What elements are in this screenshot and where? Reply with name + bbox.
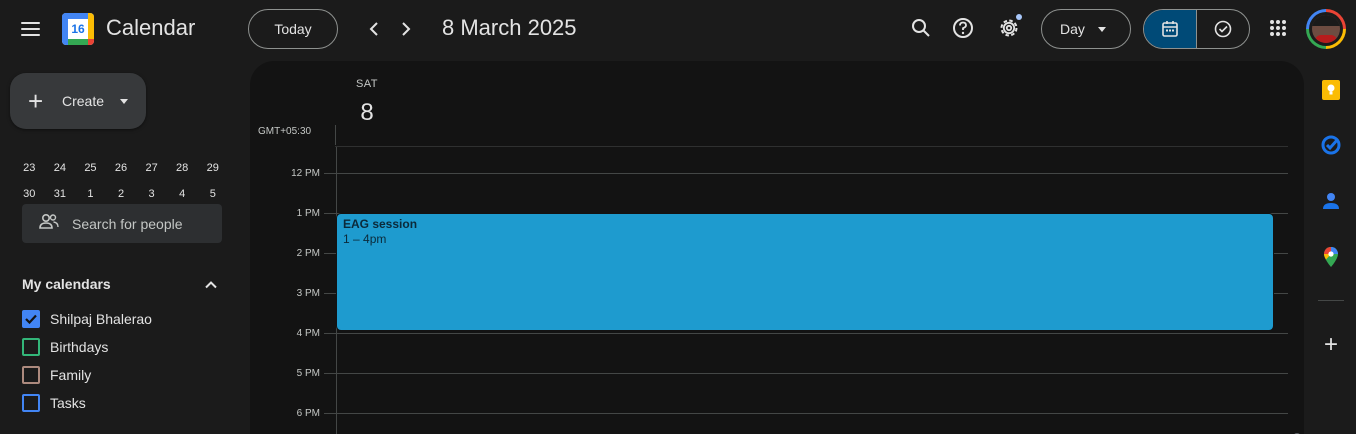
calendar-item[interactable]: Shilpaj Bhalerao [22,309,222,329]
calendar-tasks-toggle [1143,9,1250,49]
calendar-checkbox[interactable] [22,338,40,356]
mini-calendar-day[interactable]: 16 [14,138,45,145]
mini-calendar-day[interactable]: 22 [197,138,228,145]
chevron-up-icon[interactable] [204,278,218,292]
view-mode-label: Day [1060,21,1085,37]
add-icon[interactable]: + [1323,331,1338,358]
view-mode-dropdown[interactable]: Day [1041,9,1131,49]
tasks-icon[interactable] [1319,133,1343,157]
mini-calendar-day[interactable]: 2 [117,188,125,200]
logo-day-number: 16 [71,22,85,36]
app-title[interactable]: Calendar [106,15,196,40]
mini-calendar-day[interactable]: 1 [87,188,94,200]
hour-line [324,373,1288,374]
mini-calendar-day[interactable]: 3 [148,188,155,200]
caret-down-icon [120,99,128,104]
calendar-checkbox[interactable] [22,366,40,384]
my-calendars-header[interactable]: My calendars [22,276,222,294]
timezone-label: GMT+05:30 [258,126,312,137]
mini-calendar-day[interactable]: 4 [179,188,186,200]
mini-calendar-week: 23 24 25 26 27 28 29 [14,162,228,178]
calendar-item-label: Family [50,367,92,383]
calendar-item[interactable]: Family [22,365,222,385]
mini-calendar-day[interactable]: 19 [106,138,137,145]
apps-grid-icon[interactable] [1265,15,1291,41]
hour-label: 3 PM [296,288,320,299]
check-circle-icon[interactable] [1197,10,1250,48]
event-block[interactable]: EAG session 1 – 4pm [336,213,1274,331]
chevron-left-icon[interactable] [360,15,388,43]
caret-down-icon [1098,27,1106,32]
time-grid[interactable]: 12 PM 1 PM 2 PM 3 PM 4 PM 5 PM 6 PM EAG … [250,147,1304,434]
mini-calendar-day[interactable]: 17 [45,138,76,145]
hour-line [324,413,1288,414]
side-panel-rail: + [1306,58,1356,434]
calendar-item-label: Birthdays [50,339,109,355]
hamburger-menu-icon[interactable] [14,13,46,45]
mini-calendar-day[interactable]: 20 [136,138,167,145]
create-label: Create [62,93,105,109]
calendar-checkbox[interactable] [22,310,40,328]
event-title: EAG session [343,217,418,231]
event-time: 1 – 4pm [343,232,387,246]
contacts-icon[interactable] [1319,189,1343,213]
hour-label: 12 PM [291,168,320,179]
mini-calendar-day[interactable]: 23 [23,162,36,174]
mini-calendar-day[interactable]: 27 [145,162,158,174]
create-button[interactable]: + Create [10,73,146,129]
mini-calendar-week: 30 31 1 2 3 4 5 [14,188,228,204]
calendar-icon[interactable] [1144,10,1197,48]
divider [1318,300,1344,301]
mini-calendar-day[interactable]: 26 [114,162,128,174]
help-icon[interactable] [950,15,976,41]
day-number[interactable]: 8 [360,99,374,126]
divider [335,146,1288,147]
mini-calendar-day[interactable]: 5 [209,188,216,200]
mini-calendar-day[interactable]: 31 [53,188,66,200]
search-people-placeholder: Search for people [72,215,183,232]
hour-label: 2 PM [296,248,320,259]
mini-calendar-day[interactable]: 30 [23,188,36,200]
hour-label: 5 PM [296,368,320,379]
hour-line [324,333,1288,334]
day-header: SAT 8 GMT+05:30 [250,61,1304,147]
hour-label: 1 PM [296,208,320,219]
top-bar: 16 Calendar Today 8 March 2025 Day [0,0,1356,58]
mini-calendar-day[interactable]: 21 [167,138,198,145]
gear-icon[interactable] [996,15,1022,41]
calendar-item-label: Shilpaj Bhalerao [50,311,152,327]
notification-dot [1016,14,1022,20]
people-icon [38,212,60,235]
my-calendars-title: My calendars [22,276,111,292]
avatar[interactable] [1306,9,1346,49]
day-view-panel: SAT 8 GMT+05:30 12 PM 1 PM 2 PM 3 PM 4 P… [250,61,1304,434]
search-people-input[interactable]: Search for people [22,204,222,243]
day-of-week: SAT [355,78,379,90]
calendar-item[interactable]: Birthdays [22,337,222,357]
mini-calendar-partial-row: 16 17 18 19 20 21 22 [0,138,240,146]
chevron-right-icon[interactable] [392,15,420,43]
calendar-logo-icon[interactable]: 16 [62,13,94,45]
hour-line [324,173,1288,174]
plus-icon: + [28,86,44,116]
mini-calendar-day[interactable]: 25 [84,162,97,174]
search-icon[interactable] [908,15,934,41]
today-button[interactable]: Today [248,9,338,49]
current-date-title: 8 March 2025 [442,15,577,40]
calendar-item[interactable]: Tasks [22,393,222,413]
divider [335,125,336,145]
mini-calendar-day[interactable]: 29 [206,162,219,174]
calendar-item-label: Tasks [50,395,86,411]
calendar-checkbox[interactable] [22,394,40,412]
hour-label: 4 PM [296,328,320,339]
hour-label: 6 PM [296,408,320,419]
mini-calendar-day[interactable]: 18 [75,138,106,145]
mini-calendar-day[interactable]: 24 [53,162,66,174]
keep-icon[interactable] [1319,78,1343,102]
maps-icon[interactable] [1319,245,1343,269]
mini-calendar-day[interactable]: 28 [176,162,189,174]
